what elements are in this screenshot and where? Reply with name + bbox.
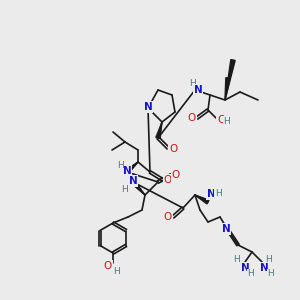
- Polygon shape: [131, 181, 145, 195]
- Text: H: H: [122, 184, 128, 194]
- Text: N: N: [260, 263, 268, 273]
- Text: O: O: [164, 175, 172, 185]
- Text: N: N: [123, 166, 131, 176]
- Polygon shape: [125, 162, 138, 174]
- Text: N: N: [222, 224, 230, 234]
- Text: N: N: [194, 85, 202, 95]
- Polygon shape: [225, 60, 235, 100]
- Text: O: O: [188, 113, 196, 123]
- Text: H: H: [117, 160, 123, 169]
- Text: H: H: [224, 116, 230, 125]
- Polygon shape: [195, 195, 209, 204]
- Polygon shape: [156, 122, 162, 139]
- Text: N: N: [129, 176, 137, 186]
- Text: O: O: [169, 144, 177, 154]
- Text: N: N: [241, 263, 249, 273]
- Text: H: H: [114, 268, 120, 277]
- Text: N: N: [144, 102, 152, 112]
- Text: O: O: [172, 170, 180, 180]
- Text: H: H: [234, 254, 240, 263]
- Text: H: H: [190, 79, 196, 88]
- Polygon shape: [225, 78, 230, 100]
- Text: H: H: [214, 190, 221, 199]
- Text: H: H: [266, 254, 272, 263]
- Text: O: O: [104, 261, 112, 271]
- Text: O: O: [164, 212, 172, 222]
- Text: H: H: [268, 269, 274, 278]
- Text: N: N: [207, 189, 215, 199]
- Text: H: H: [248, 269, 254, 278]
- Text: O: O: [217, 115, 225, 125]
